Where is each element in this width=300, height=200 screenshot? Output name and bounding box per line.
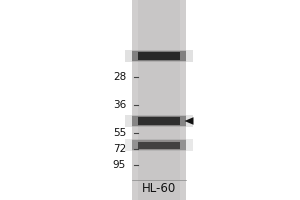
- Text: 55: 55: [113, 128, 126, 138]
- Bar: [132, 140, 186, 150]
- Bar: [125, 115, 193, 127]
- Text: 95: 95: [113, 160, 126, 170]
- Bar: [132, 51, 186, 61]
- Bar: [138, 0, 180, 200]
- Bar: [138, 117, 180, 125]
- Text: HL-60: HL-60: [142, 182, 176, 196]
- Bar: [125, 50, 193, 62]
- Bar: [132, 116, 186, 126]
- Bar: [138, 52, 180, 60]
- Bar: [125, 139, 193, 151]
- Bar: [138, 142, 180, 148]
- Text: 72: 72: [113, 144, 126, 154]
- Text: 28: 28: [113, 72, 126, 82]
- Polygon shape: [184, 117, 194, 125]
- Bar: [132, 0, 186, 200]
- Text: 36: 36: [113, 100, 126, 110]
